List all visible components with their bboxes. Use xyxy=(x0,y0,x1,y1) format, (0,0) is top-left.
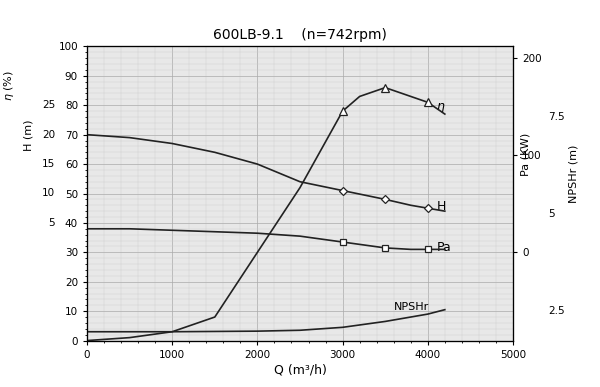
Text: 5: 5 xyxy=(49,218,55,228)
Text: 10: 10 xyxy=(42,188,55,199)
Text: H (m): H (m) xyxy=(24,120,34,151)
Text: Pa: Pa xyxy=(436,241,451,254)
Title: 600LB-9.1    (n=742rpm): 600LB-9.1 (n=742rpm) xyxy=(213,29,387,43)
X-axis label: Q (m³/h): Q (m³/h) xyxy=(274,364,326,377)
Text: $\eta$: $\eta$ xyxy=(436,101,446,115)
Text: 7.5: 7.5 xyxy=(548,112,565,122)
Text: H: H xyxy=(436,200,446,213)
Text: $\eta$ (%): $\eta$ (%) xyxy=(2,70,16,101)
Text: NPSHr (m): NPSHr (m) xyxy=(568,145,578,203)
Text: Pa (KW): Pa (KW) xyxy=(520,133,530,176)
Text: 20: 20 xyxy=(42,130,55,140)
Text: NPSHr: NPSHr xyxy=(394,302,429,312)
Text: 2.5: 2.5 xyxy=(548,306,565,316)
Text: 25: 25 xyxy=(42,100,55,110)
Text: 15: 15 xyxy=(42,159,55,169)
Text: 5: 5 xyxy=(548,209,554,219)
